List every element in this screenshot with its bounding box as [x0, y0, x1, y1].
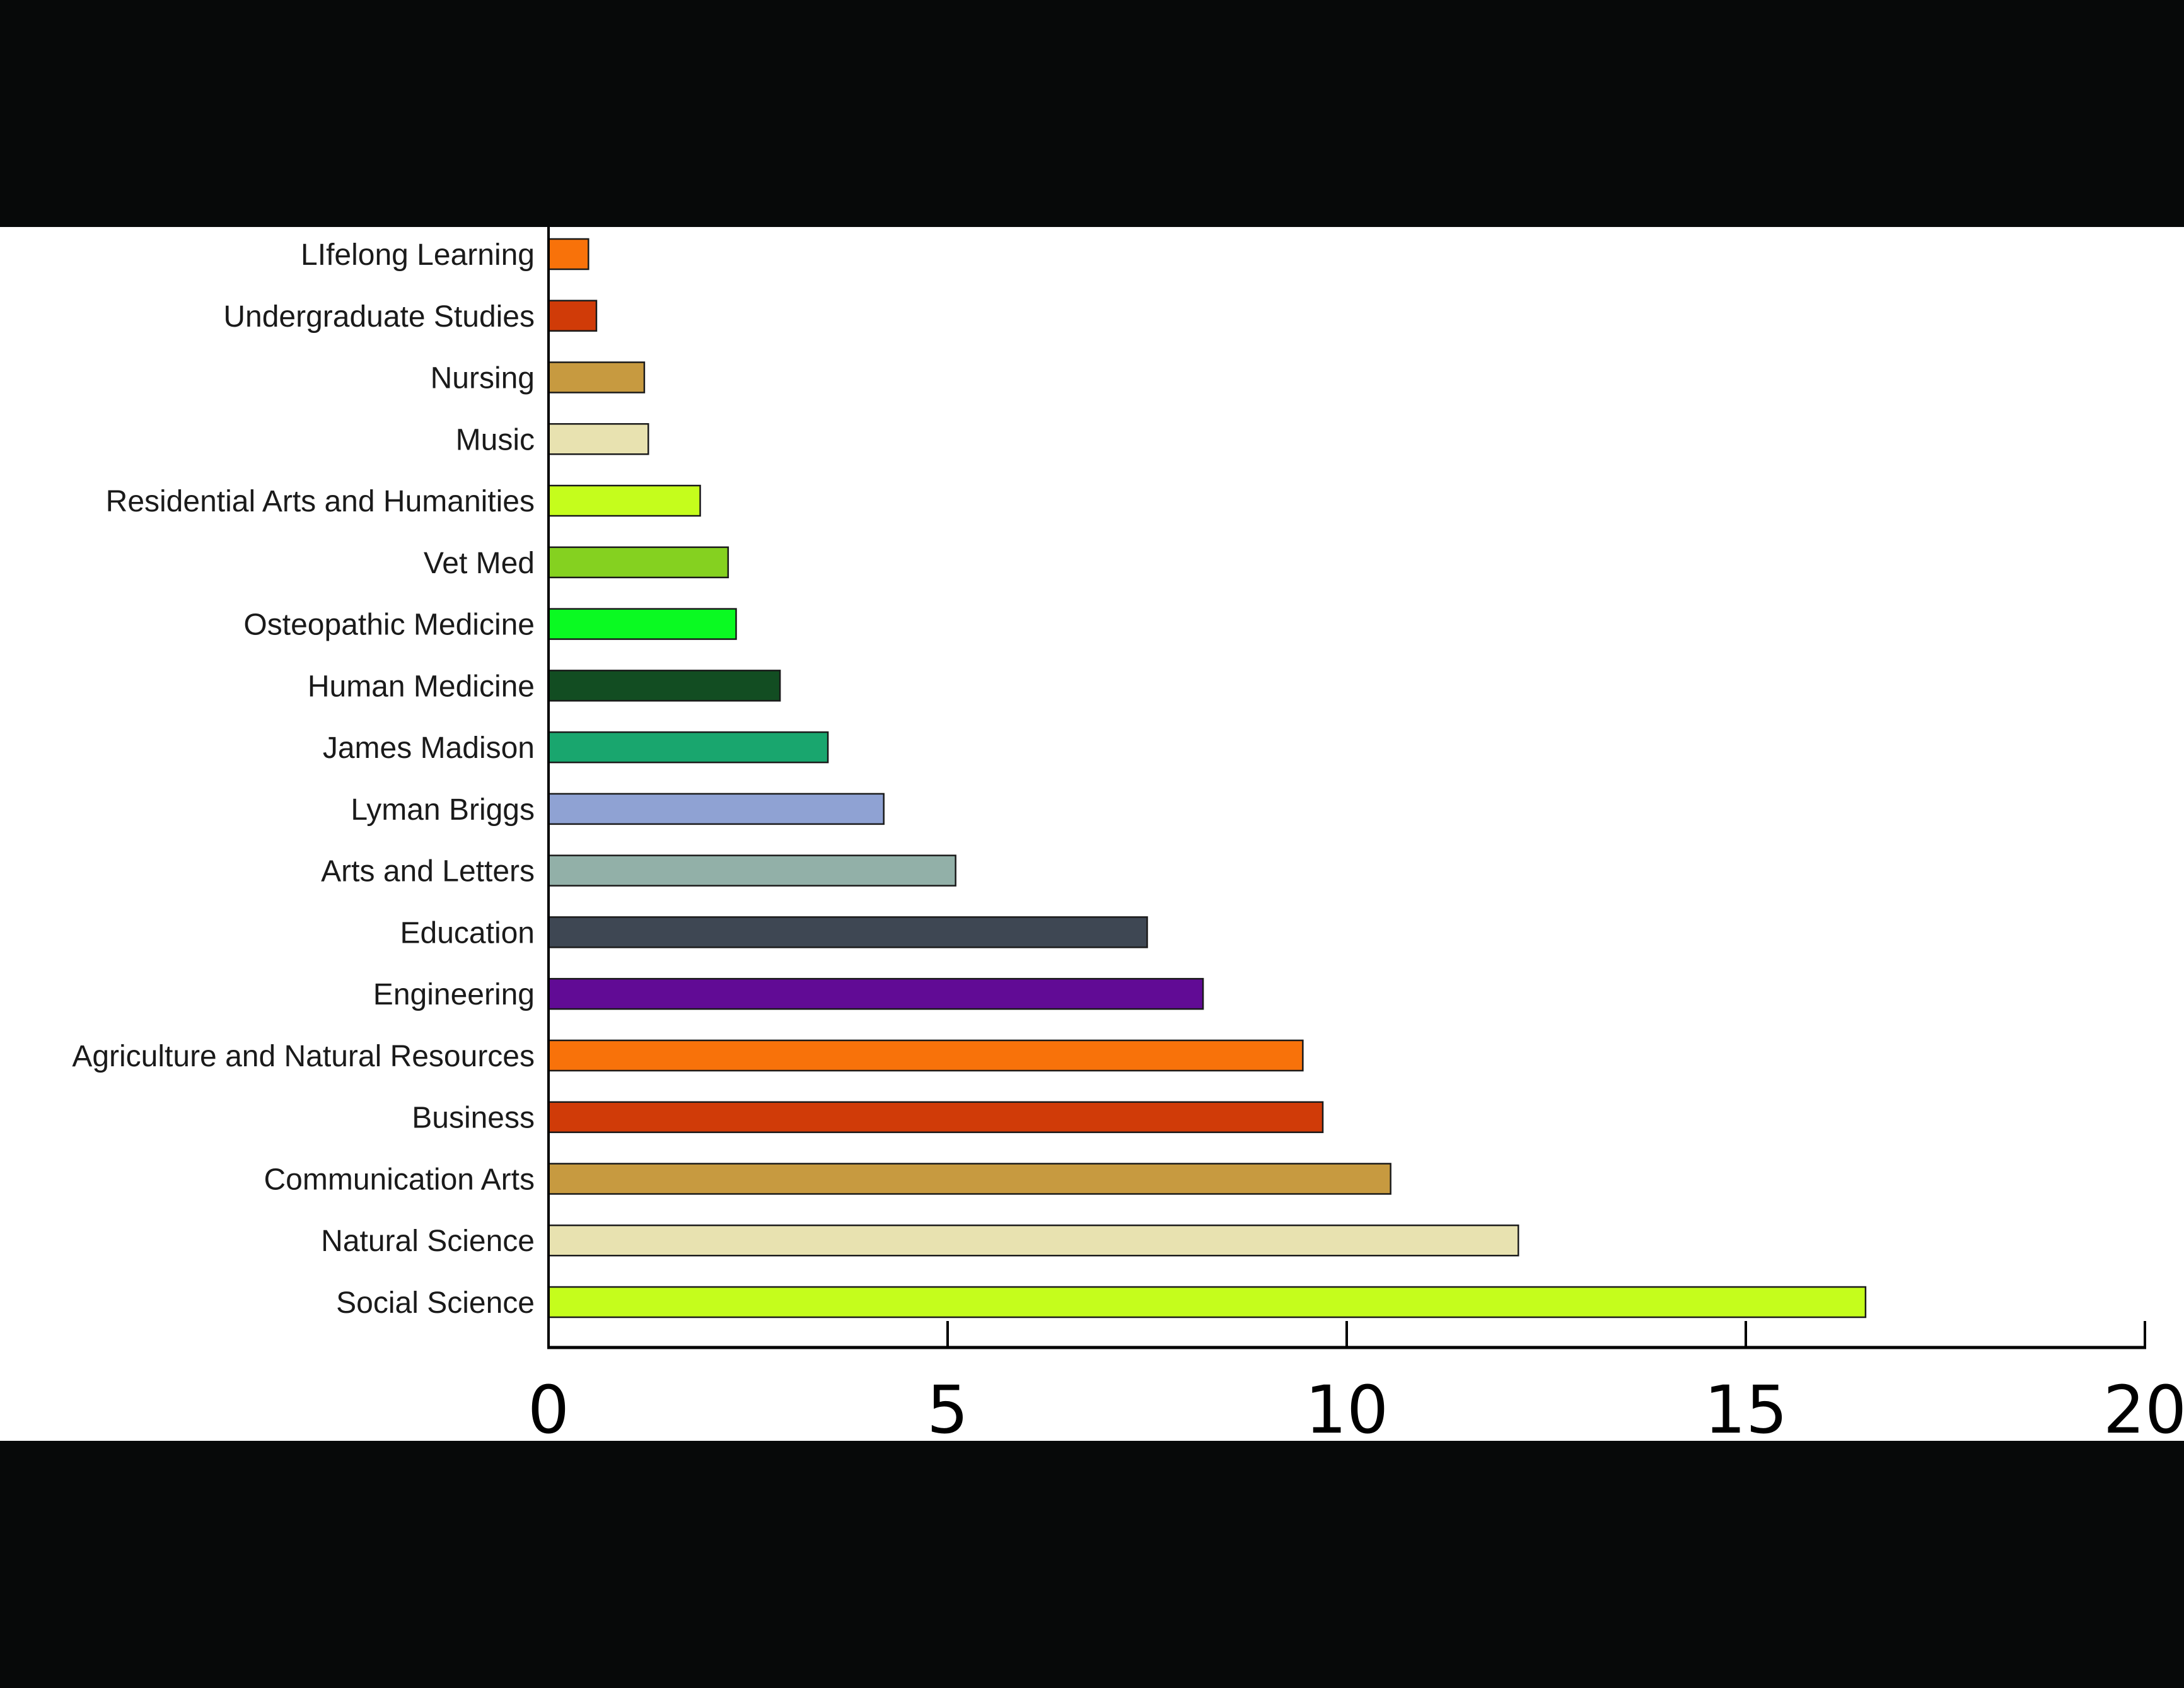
category-label: Engineering [373, 978, 535, 1011]
bar-natural-science [547, 1224, 1519, 1257]
bar-engineering [547, 977, 1204, 1010]
x-tick-label: 20 [2103, 1371, 2184, 1441]
category-label: Arts and Letters [321, 855, 535, 888]
category-label: Lyman Briggs [351, 793, 535, 827]
bar-nursing [547, 361, 646, 393]
category-label: Music [456, 423, 535, 457]
bars-group [547, 238, 1867, 1318]
bar-human-medicine [547, 670, 781, 702]
category-label: Agriculture and Natural Resources [72, 1040, 535, 1073]
category-label: LIfelong Learning [301, 238, 535, 272]
category-label: Osteopathic Medicine [243, 608, 535, 642]
category-label: Social Science [336, 1286, 535, 1320]
category-label: Communication Arts [264, 1163, 535, 1196]
x-tick-label: 5 [927, 1371, 968, 1441]
chart-panel: LIfelong Learning Undergraduate Studies Nu… [0, 227, 2184, 1441]
category-label: Natural Science [321, 1225, 535, 1258]
bar-arts-and-letters [547, 854, 956, 887]
bar-osteopathic-medicine [547, 608, 737, 640]
x-tick-label: 0 [528, 1371, 569, 1441]
category-label: Nursing [431, 362, 535, 395]
category-label: James Madison [323, 731, 535, 765]
bar-james-madison [547, 731, 829, 764]
x-tick-label: 15 [1704, 1371, 1787, 1441]
category-label: Business [412, 1102, 535, 1135]
x-tick-label: 10 [1305, 1371, 1388, 1441]
category-label: Residential Arts and Humanities [106, 485, 535, 518]
category-labels: LIfelong Learning Undergraduate Studies Nu… [72, 238, 535, 1320]
category-label: Vet Med [424, 547, 535, 580]
bar-lifelong-learning [547, 238, 590, 271]
bar-undergraduate-studies [547, 300, 598, 332]
bar-residential-arts-and-humanities [547, 484, 701, 517]
bar-vet-med [547, 546, 729, 579]
bar-lyman-briggs [547, 793, 885, 825]
bar-education [547, 916, 1148, 948]
bar-music [547, 423, 649, 455]
category-label: Education [400, 916, 535, 950]
category-label: Human Medicine [308, 670, 535, 703]
bar-agriculture-and-natural-resources [547, 1039, 1304, 1072]
bar-business [547, 1101, 1324, 1133]
category-label: Undergraduate Studies [223, 300, 535, 334]
bar-social-science [547, 1286, 1867, 1318]
bar-chart: LIfelong Learning Undergraduate Studies Nu… [72, 227, 2184, 1441]
x-axis: 0 5 10 15 20 [528, 227, 2184, 1441]
bar-communication-arts [547, 1163, 1391, 1195]
